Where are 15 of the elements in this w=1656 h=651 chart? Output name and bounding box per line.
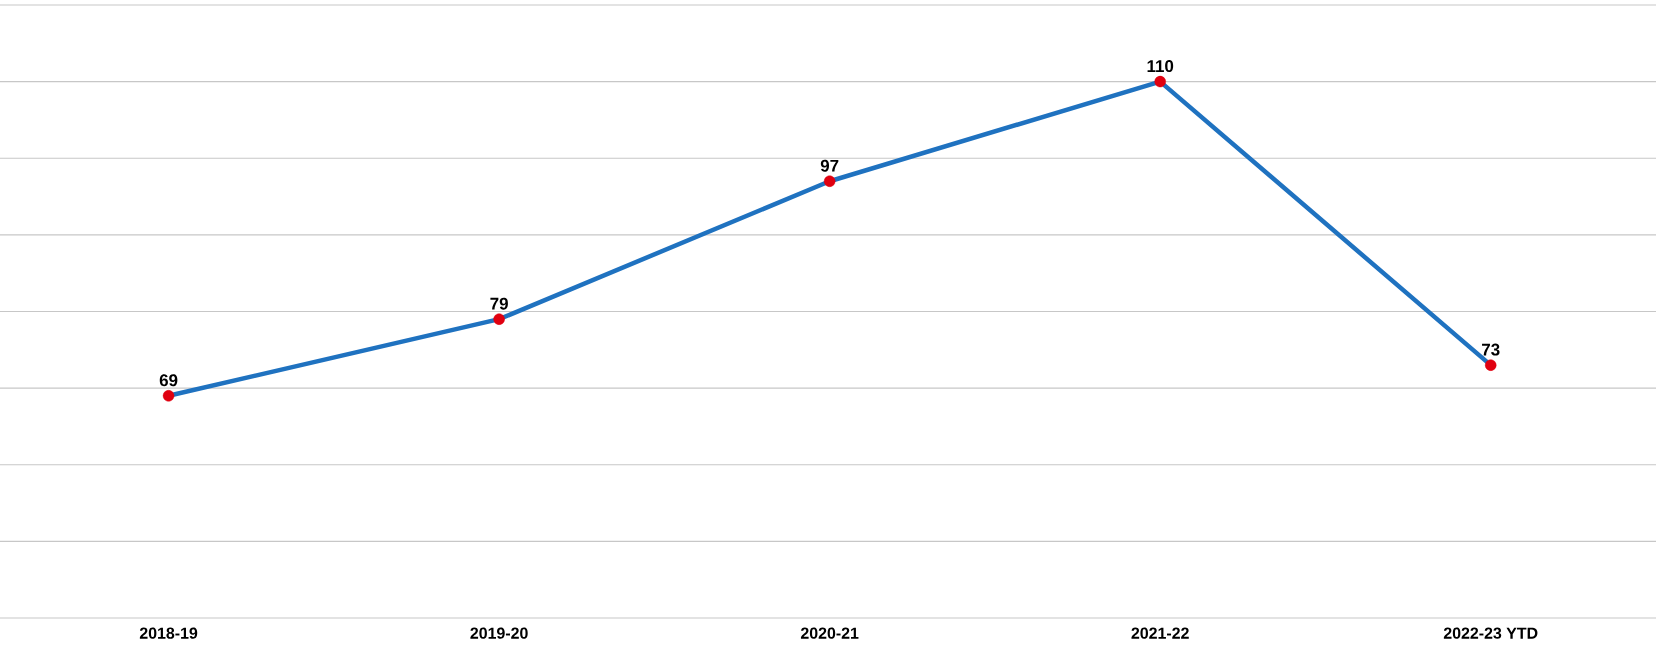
data-label: 69 [159, 374, 178, 387]
point [162, 390, 175, 402]
point [823, 175, 836, 187]
point [493, 313, 505, 325]
x-tick-label: 2022-23 YTD [1443, 627, 1538, 639]
data-label: 79 [490, 297, 508, 310]
data-label: 73 [1482, 343, 1500, 356]
data-label: 97 [820, 159, 839, 172]
point [1154, 75, 1166, 88]
x-tick-label: 2020-21 [800, 627, 859, 639]
point [1485, 359, 1497, 371]
data-label: 110 [1147, 60, 1174, 73]
x-tick-label: 2021-22 [1131, 627, 1189, 639]
x-tick-label: 2019-20 [470, 627, 528, 639]
x-tick-label: 2018-19 [139, 627, 198, 639]
